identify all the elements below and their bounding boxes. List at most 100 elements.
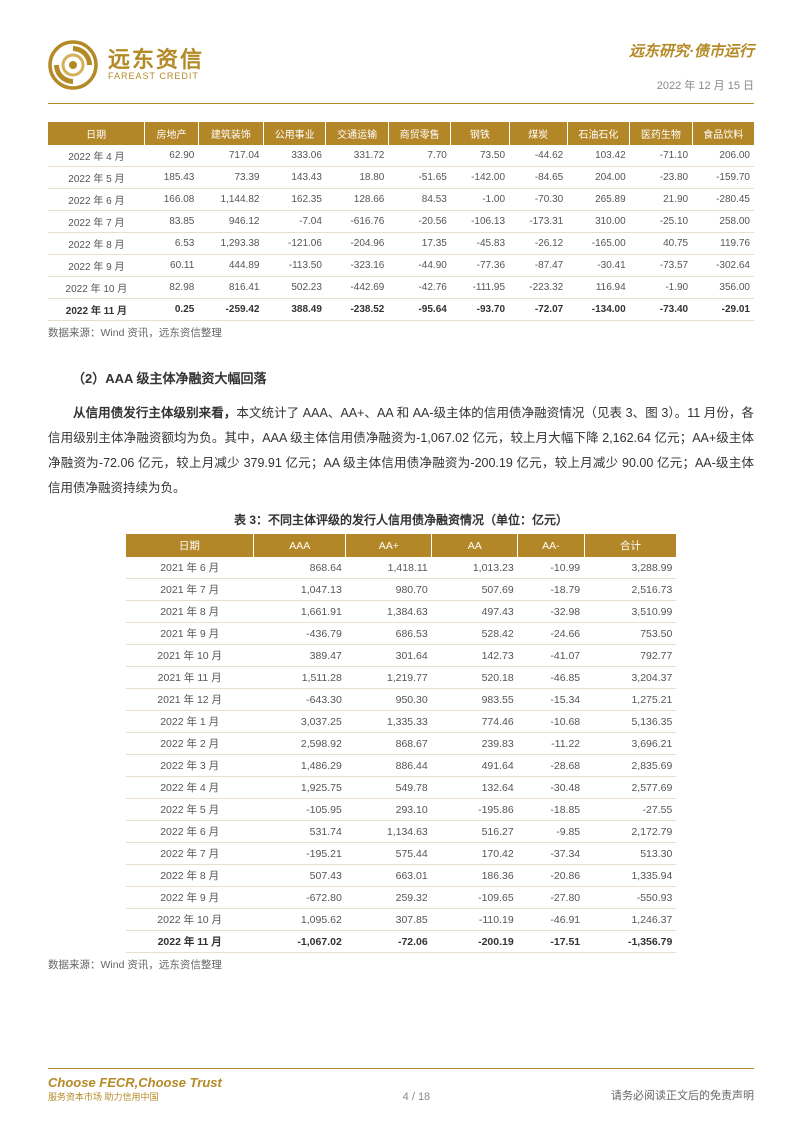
table-cell: 265.89 [567, 189, 629, 211]
table-row: 2022 年 8 月6.531,293.38-121.06-204.9617.3… [48, 233, 754, 255]
logo-text: 远东资信 FAREAST CREDIT [108, 48, 204, 82]
table-cell: 1,134.63 [346, 821, 432, 843]
table-cell: -436.79 [254, 623, 346, 645]
table-cell: -20.86 [518, 865, 584, 887]
table-cell: 507.43 [254, 865, 346, 887]
table-cell: 774.46 [432, 711, 518, 733]
table-row: 2022 年 11 月0.25-259.42388.49-238.52-95.6… [48, 299, 754, 321]
table-header-cell: 石油石化 [567, 122, 629, 145]
table-cell: -87.47 [509, 255, 567, 277]
page-number: 4 / 18 [403, 1091, 431, 1103]
footer-left: Choose FECR,Choose Trust 服务资本市场 助力信用中国 [48, 1075, 222, 1103]
table-cell: 116.94 [567, 277, 629, 299]
table-cell: 3,204.37 [584, 667, 676, 689]
table-cell: -111.95 [451, 277, 509, 299]
table-cell: 73.50 [451, 145, 509, 167]
table-cell: -672.80 [254, 887, 346, 909]
table-cell: -442.69 [326, 277, 388, 299]
table-cell: 2022 年 7 月 [48, 211, 145, 233]
table-cell: 868.64 [254, 557, 346, 579]
table-cell: 62.90 [145, 145, 199, 167]
table-cell: -17.51 [518, 931, 584, 953]
table-cell: -302.64 [692, 255, 754, 277]
table-row: 2021 年 8 月1,661.911,384.63497.43-32.983,… [126, 601, 677, 623]
table-cell: 575.44 [346, 843, 432, 865]
table-cell: 239.83 [432, 733, 518, 755]
table-cell: -134.00 [567, 299, 629, 321]
table-cell: 1,661.91 [254, 601, 346, 623]
table-row: 2021 年 7 月1,047.13980.70507.69-18.792,51… [126, 579, 677, 601]
table-cell: 2022 年 9 月 [126, 887, 254, 909]
table-cell: -1.00 [451, 189, 509, 211]
para-emph: 从信用债发行主体级别来看， [73, 406, 236, 420]
table-header-cell: 房地产 [145, 122, 199, 145]
table-header-cell: 合计 [584, 534, 676, 557]
table-header-cell: AA [432, 534, 518, 557]
table-cell: 1,418.11 [346, 557, 432, 579]
table-cell: -46.91 [518, 909, 584, 931]
table-cell: -41.07 [518, 645, 584, 667]
table-row: 2022 年 8 月507.43663.01186.36-20.861,335.… [126, 865, 677, 887]
table-cell: -25.10 [630, 211, 692, 233]
table-cell: 310.00 [567, 211, 629, 233]
table-cell: 816.41 [198, 277, 263, 299]
table-cell: 1,246.37 [584, 909, 676, 931]
table-header-cell: AAA [254, 534, 346, 557]
table-cell: -1,067.02 [254, 931, 346, 953]
table-cell: -223.32 [509, 277, 567, 299]
table-row: 2022 年 4 月62.90717.04333.06331.727.7073.… [48, 145, 754, 167]
table-header-cell: 煤炭 [509, 122, 567, 145]
table-row: 2022 年 6 月531.741,134.63516.27-9.852,172… [126, 821, 677, 843]
table-cell: -73.40 [630, 299, 692, 321]
table-header-cell: 医药生物 [630, 122, 692, 145]
table-cell: -1,356.79 [584, 931, 676, 953]
table-cell: 2022 年 9 月 [48, 255, 145, 277]
table-cell: 2022 年 4 月 [48, 145, 145, 167]
table-cell: 6.53 [145, 233, 199, 255]
table-cell: 307.85 [346, 909, 432, 931]
table-cell: 389.47 [254, 645, 346, 667]
table-cell: 388.49 [263, 299, 325, 321]
table-cell: 166.08 [145, 189, 199, 211]
table-header-cell: 商贸零售 [388, 122, 450, 145]
table-cell: -30.48 [518, 777, 584, 799]
table-cell: 1,095.62 [254, 909, 346, 931]
table-cell: -42.76 [388, 277, 450, 299]
table-cell: -44.62 [509, 145, 567, 167]
table-cell: 528.42 [432, 623, 518, 645]
table-cell: 1,293.38 [198, 233, 263, 255]
table-cell: 2,835.69 [584, 755, 676, 777]
table-cell: 1,335.33 [346, 711, 432, 733]
logo-cn: 远东资信 [108, 48, 204, 72]
table-cell: 2022 年 11 月 [126, 931, 254, 953]
table-cell: 2022 年 5 月 [126, 799, 254, 821]
table-cell: -77.36 [451, 255, 509, 277]
table-cell: 516.27 [432, 821, 518, 843]
table-cell: 7.70 [388, 145, 450, 167]
table-cell: -238.52 [326, 299, 388, 321]
table-cell: 946.12 [198, 211, 263, 233]
table-cell: 980.70 [346, 579, 432, 601]
table-cell: -26.12 [509, 233, 567, 255]
table-cell: 119.76 [692, 233, 754, 255]
table-cell: 204.00 [567, 167, 629, 189]
logo-block: 远东资信 FAREAST CREDIT [48, 40, 204, 90]
table-cell: -44.90 [388, 255, 450, 277]
table-cell: 3,037.25 [254, 711, 346, 733]
table-cell: -23.80 [630, 167, 692, 189]
table-cell: -37.34 [518, 843, 584, 865]
table-cell: 2022 年 10 月 [48, 277, 145, 299]
table-row: 2022 年 4 月1,925.75549.78132.64-30.482,57… [126, 777, 677, 799]
table-cell: -110.19 [432, 909, 518, 931]
table-cell: 60.11 [145, 255, 199, 277]
table-cell: -10.99 [518, 557, 584, 579]
table-cell: 1,335.94 [584, 865, 676, 887]
table-row: 2022 年 2 月2,598.92868.67239.83-11.223,69… [126, 733, 677, 755]
table-cell: 162.35 [263, 189, 325, 211]
table-cell: 686.53 [346, 623, 432, 645]
footer-slogan-en: Choose FECR,Choose Trust [48, 1075, 222, 1090]
table-cell: 513.30 [584, 843, 676, 865]
table-cell: -106.13 [451, 211, 509, 233]
table-row: 2021 年 10 月389.47301.64142.73-41.07792.7… [126, 645, 677, 667]
table2-source: 数据来源：Wind 资讯，远东资信整理 [48, 957, 754, 972]
